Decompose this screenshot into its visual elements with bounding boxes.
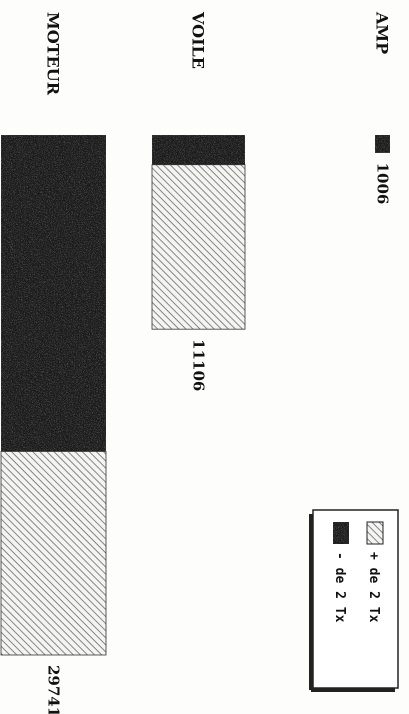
bar-moteur-series-0	[0, 134, 107, 452]
legend-swatch-hatch	[366, 521, 384, 545]
category-label-voile: VOILE	[189, 11, 208, 69]
legend-swatch-dark	[333, 522, 349, 544]
plot-area: AMP VOILE MOTEUR 1006 11106 29741 + de 2 Tx …	[0, 11, 399, 714]
category-label-amp: AMP	[373, 11, 392, 54]
legend-label-plus-2tx: + de 2 Tx	[366, 552, 381, 623]
legend-label-minus-2tx: - de 2 Tx	[332, 552, 347, 623]
legend-box	[312, 509, 399, 689]
total-label-voile: 11106	[190, 339, 208, 391]
total-label-moteur: 29741	[45, 665, 63, 714]
category-label-moteur: MOTEUR	[44, 12, 63, 96]
bar-amp-series-0	[374, 134, 391, 153]
legend: + de 2 Tx - de 2 Tx	[309, 509, 399, 692]
total-labels: 1006 11106 29741	[45, 163, 392, 714]
bar-voile-series-0	[151, 134, 246, 166]
total-label-amp: 1006	[374, 163, 392, 205]
bar-moteur-series-1	[0, 451, 107, 656]
bar-voile-series-1	[151, 164, 246, 330]
category-labels: AMP VOILE MOTEUR	[44, 11, 392, 96]
bars-layer	[0, 134, 391, 656]
